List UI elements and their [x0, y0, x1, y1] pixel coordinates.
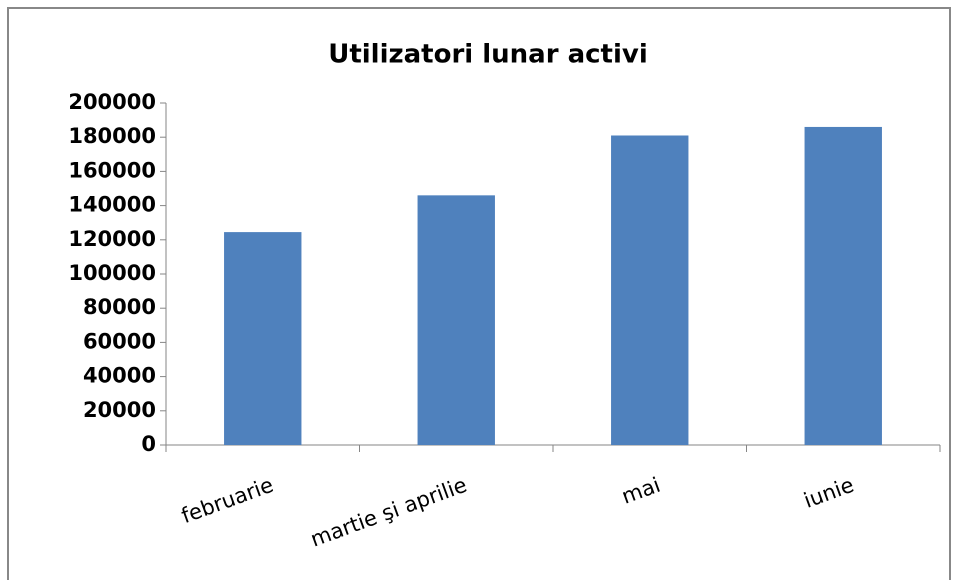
y-tick-label: 200000 — [68, 90, 156, 114]
bar — [417, 195, 495, 445]
y-tick-label: 60000 — [83, 329, 156, 353]
y-tick-label: 180000 — [68, 124, 156, 148]
y-tick-label: 20000 — [83, 398, 156, 422]
y-tick-label: 0 — [141, 432, 156, 456]
y-tick-label: 40000 — [83, 364, 156, 388]
bar — [224, 232, 302, 445]
y-tick-label: 140000 — [68, 193, 156, 217]
y-tick-label: 80000 — [83, 295, 156, 319]
y-tick-label: 100000 — [68, 261, 156, 285]
bar — [611, 135, 689, 446]
y-tick-label: 160000 — [68, 158, 156, 182]
bar — [804, 126, 882, 445]
y-tick-label: 120000 — [68, 227, 156, 251]
chart-title: Utilizatori lunar activi — [328, 40, 648, 70]
